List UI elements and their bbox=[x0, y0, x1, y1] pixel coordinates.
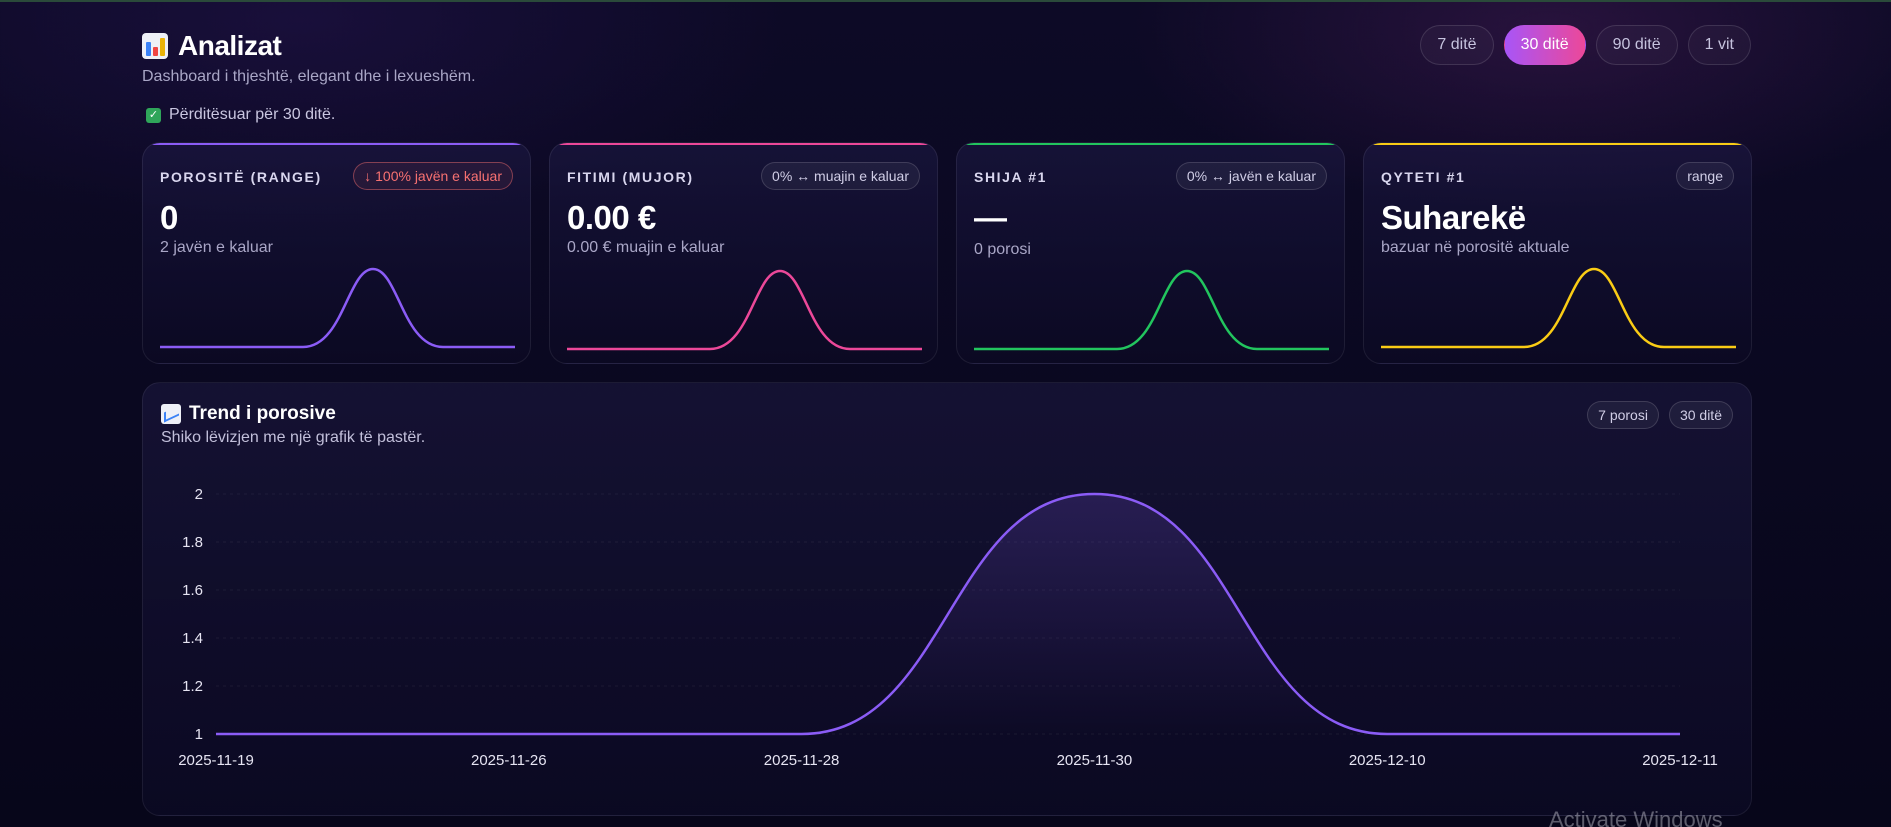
range-tab-7-days[interactable]: 7 ditë bbox=[1420, 25, 1494, 65]
x-tick-label: 2025-11-19 bbox=[178, 752, 254, 769]
card-accent bbox=[1364, 143, 1751, 145]
x-tick-label: 2025-11-28 bbox=[764, 752, 840, 769]
kpi-subtext: 0.00 € muajin e kaluar bbox=[567, 239, 725, 256]
y-tick-label: 1.2 bbox=[182, 678, 203, 695]
trend-header: Trend i porosive bbox=[161, 403, 336, 425]
kpi-subtext: 0 porosi bbox=[974, 241, 1031, 258]
range-badge: 30 ditë bbox=[1668, 401, 1733, 429]
range-tab-30-days[interactable]: 30 ditë bbox=[1503, 25, 1586, 65]
trend-title: Trend i porosive bbox=[189, 403, 336, 424]
kpi-label: POROSITË (RANGE) bbox=[160, 169, 322, 185]
range-tab-90-days[interactable]: 90 ditë bbox=[1595, 25, 1678, 65]
trend-badges: 7 porosi 30 ditë bbox=[1587, 401, 1733, 429]
kpi-value: 0 bbox=[160, 199, 178, 236]
update-status: ✓ Përditësuar për 30 ditë. bbox=[146, 106, 335, 124]
line-chart-icon bbox=[161, 404, 181, 424]
kpi-subtext: 2 javën e kaluar bbox=[160, 239, 273, 256]
bar-chart-icon bbox=[142, 33, 168, 59]
kpi-change-badge: ↓ 100% javën e kaluar bbox=[353, 162, 513, 190]
y-tick-label: 2 bbox=[195, 486, 203, 503]
x-tick-label: 2025-11-30 bbox=[1057, 752, 1133, 769]
card-accent bbox=[143, 143, 530, 145]
page-header: Analizat bbox=[142, 30, 282, 62]
x-tick-label: 2025-12-11 bbox=[1642, 752, 1718, 769]
kpi-card-orders: POROSITË (RANGE) ↓ 100% javën e kaluar 0… bbox=[142, 142, 531, 364]
kpi-sparkline bbox=[160, 267, 515, 349]
y-tick-label: 1.4 bbox=[182, 630, 203, 647]
kpi-label: QYTETI #1 bbox=[1381, 169, 1466, 185]
y-tick-label: 1.6 bbox=[182, 582, 203, 599]
series-line bbox=[215, 492, 1680, 736]
kpi-card-top-city: QYTETI #1 range Suharekë bazuar në poros… bbox=[1363, 142, 1752, 364]
page-title: Analizat bbox=[178, 30, 282, 61]
update-status-text: Përditësuar për 30 ditë. bbox=[169, 106, 336, 123]
checkmark-icon: ✓ bbox=[146, 107, 161, 123]
range-selector: 7 ditë 30 ditë 90 ditë 1 vit bbox=[1420, 25, 1751, 65]
kpi-value: — bbox=[974, 199, 1007, 236]
trend-panel: Trend i porosive Shiko lëvizjen me një g… bbox=[142, 382, 1752, 816]
kpi-change-badge: 0% ↔ muajin e kaluar bbox=[761, 162, 920, 190]
card-accent bbox=[957, 143, 1344, 145]
kpi-sparkline bbox=[974, 269, 1329, 351]
card-accent bbox=[550, 143, 937, 145]
kpi-label: SHIJA #1 bbox=[974, 169, 1047, 185]
range-tab-1-year[interactable]: 1 vit bbox=[1687, 25, 1751, 65]
kpi-change-badge: 0% ↔ javën e kaluar bbox=[1175, 162, 1327, 190]
kpi-value: Suharekë bbox=[1381, 199, 1526, 236]
orders-count-badge: 7 porosi bbox=[1587, 401, 1659, 429]
page-subtitle: Dashboard i thjeshtë, elegant dhe i lexu… bbox=[142, 68, 476, 85]
kpi-value: 0.00 € bbox=[567, 199, 656, 236]
x-tick-label: 2025-12-10 bbox=[1349, 752, 1426, 769]
y-tick-label: 1 bbox=[195, 726, 203, 743]
trend-chart: 2 1.8 1.6 1.4 1.2 1 2025-11-19 2025-11-26 2025-… bbox=[178, 486, 1718, 769]
kpi-sparkline bbox=[567, 269, 922, 351]
kpi-change-badge: range bbox=[1676, 162, 1734, 190]
top-border bbox=[0, 0, 1891, 2]
kpi-sparkline bbox=[1381, 267, 1736, 349]
windows-activation-watermark: Activate Windows bbox=[1549, 807, 1723, 827]
kpi-label: FITIMI (MUJOR) bbox=[567, 169, 694, 185]
trend-subtitle: Shiko lëvizjen me një grafik të pastër. bbox=[161, 429, 426, 446]
y-tick-label: 1.8 bbox=[182, 534, 203, 551]
x-tick-label: 2025-11-26 bbox=[471, 752, 547, 769]
kpi-card-top-flavor: SHIJA #1 0% ↔ javën e kaluar — 0 porosi bbox=[956, 142, 1345, 364]
kpi-subtext: bazuar në porositë aktuale bbox=[1381, 239, 1570, 256]
kpi-card-profit: FITIMI (MUJOR) 0% ↔ muajin e kaluar 0.00… bbox=[549, 142, 938, 364]
